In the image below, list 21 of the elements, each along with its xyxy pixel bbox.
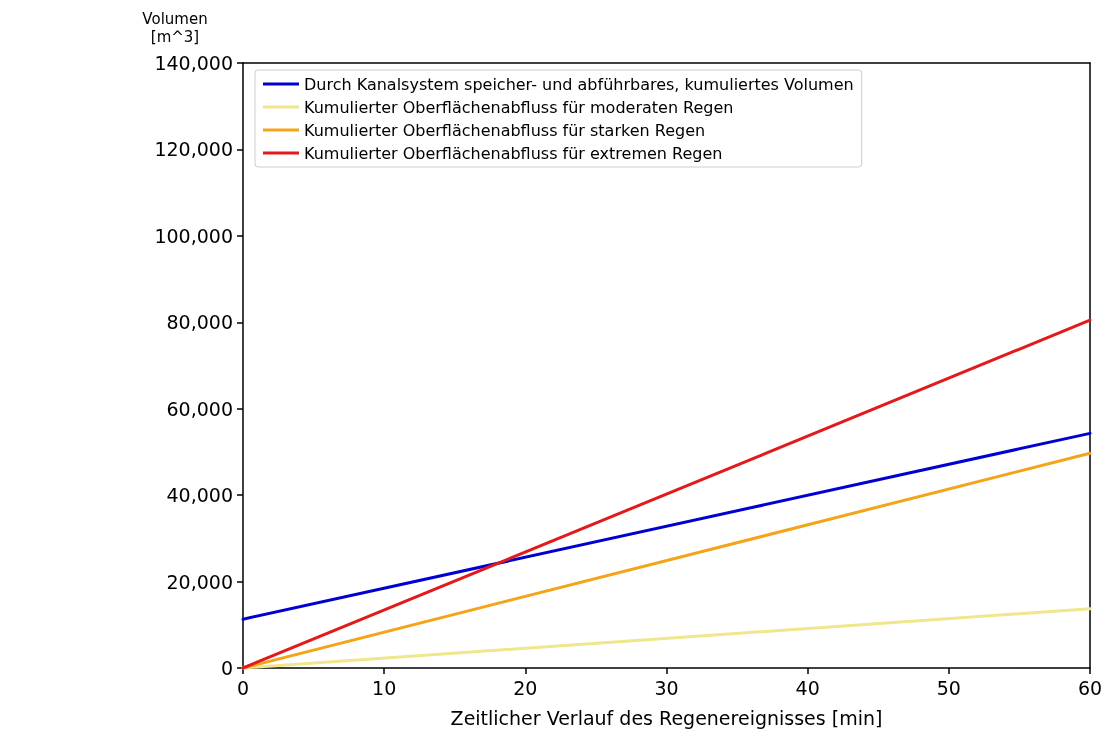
x-tick-label: 50 xyxy=(936,676,961,699)
x-tick-label: 40 xyxy=(795,676,820,699)
x-tick-label: 20 xyxy=(513,676,538,699)
y-tick-label: 40,000 xyxy=(166,484,233,507)
legend-label: Kumulierter Oberflächenabfluss für extremen Regen xyxy=(304,143,723,163)
y-tick-label: 20,000 xyxy=(166,570,233,593)
x-tick-label: 0 xyxy=(236,676,250,699)
y-axis-title: Volumen [m^3] xyxy=(142,10,208,46)
legend-label: Kumulierter Oberflächenabfluss für starken Regen xyxy=(304,120,706,140)
x-tick-label: 10 xyxy=(372,676,397,699)
legend-label: Kumulierter Oberflächenabfluss für moderaten Regen xyxy=(304,97,734,117)
y-tick-label: 140,000 xyxy=(154,52,233,74)
x-tick-label: 60 xyxy=(1077,676,1103,699)
x-axis-title: Zeitlicher Verlauf des Regenereignisses [min] xyxy=(450,706,883,729)
y-tick-label: 80,000 xyxy=(166,311,233,334)
y-tick-label: 60,000 xyxy=(166,397,233,420)
y-tick-label: 100,000 xyxy=(154,224,233,247)
legend-label: Durch Kanalsystem speicher- und abführbares, kumuliertes Volumen xyxy=(304,74,854,94)
y-tick-label: 0 xyxy=(220,657,233,679)
x-tick-label: 30 xyxy=(654,676,679,699)
y-tick-label: 120,000 xyxy=(154,138,233,161)
